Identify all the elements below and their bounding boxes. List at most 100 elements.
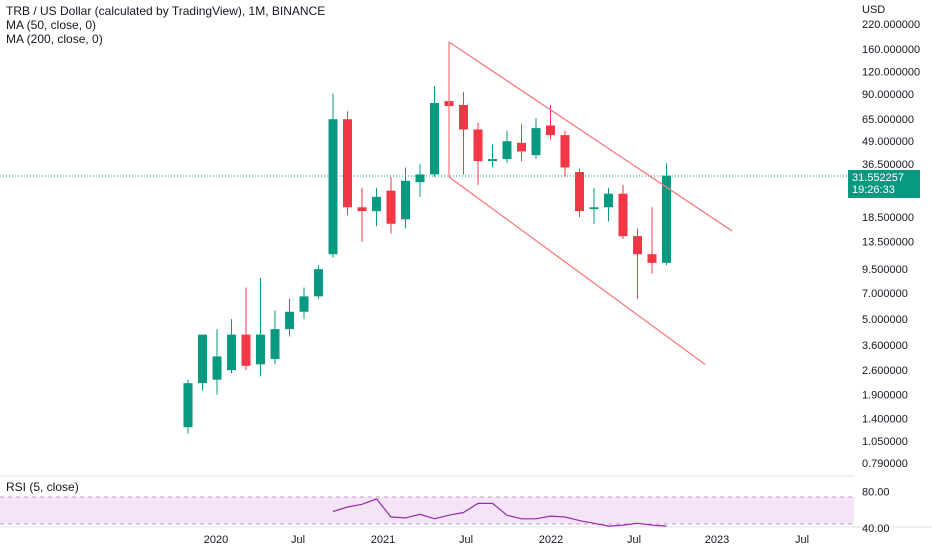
candle-body	[198, 334, 207, 384]
candle	[212, 329, 222, 395]
rsi-layer	[332, 498, 667, 527]
candle-body	[328, 119, 338, 255]
candle-body	[270, 329, 280, 359]
price-tick-label: 2.600000	[862, 365, 908, 377]
rsi-line	[332, 498, 667, 527]
candle-body	[285, 311, 294, 330]
candle-body	[459, 105, 468, 130]
candle-body	[604, 193, 613, 208]
ma50-legend[interactable]: MA (50, close, 0)	[6, 18, 97, 32]
rsi-legend[interactable]: RSI (5, close)	[6, 480, 79, 494]
price-axis[interactable]: USD 220.000000 160.000000 120.000000 90.000…	[862, 4, 920, 470]
candle	[227, 319, 236, 374]
rsi-axis[interactable]: 80.00 40.00	[862, 487, 890, 535]
candle-body	[662, 175, 671, 263]
price-tick-label: 160.000000	[862, 44, 920, 56]
channel-upper-line[interactable]	[448, 41, 733, 232]
candle	[531, 118, 541, 160]
candle	[575, 168, 584, 218]
candle-body	[415, 174, 425, 183]
candle	[285, 298, 294, 337]
time-tick-label: 2023	[705, 534, 729, 546]
candle	[256, 277, 265, 377]
candle	[415, 164, 425, 197]
time-tick-label: Jul	[627, 534, 641, 546]
candle-body	[473, 129, 483, 162]
candle	[314, 265, 323, 299]
price-tick-label: 90.000000	[862, 89, 914, 101]
channel-lower-line[interactable]	[448, 176, 706, 365]
candle-body	[386, 190, 396, 224]
candle-body	[430, 103, 439, 175]
bar-countdown: 19:26:33	[852, 184, 895, 196]
candle-body	[343, 119, 352, 208]
price-tick-label: 49.000000	[862, 136, 914, 148]
price-tick-label: 3.600000	[862, 340, 908, 352]
candle-body	[546, 125, 555, 136]
candle-body	[517, 142, 526, 152]
candle-body	[589, 207, 599, 210]
price-tick-label: 1.400000	[862, 413, 908, 425]
candle-body	[647, 254, 657, 263]
currency-label: USD	[862, 4, 885, 16]
candle	[328, 93, 338, 258]
candle	[488, 144, 497, 168]
time-tick-label: 2021	[371, 534, 395, 546]
candle-body	[575, 172, 584, 212]
candle-body	[372, 196, 381, 212]
price-tick-label: 36.500000	[862, 159, 914, 171]
price-tick-label: 13.500000	[862, 237, 914, 249]
ma200-legend[interactable]: MA (200, close, 0)	[6, 32, 103, 46]
candle-body	[314, 269, 323, 297]
candle	[357, 187, 367, 242]
candle-body	[241, 334, 251, 366]
candle	[662, 163, 671, 266]
price-tick-label: 18.500000	[862, 212, 914, 224]
time-axis[interactable]: 2020 Jul 2021 Jul 2022 Jul 2023 Jul	[204, 534, 809, 546]
candle	[430, 86, 439, 177]
candle-body	[531, 128, 541, 156]
candle	[618, 184, 628, 239]
time-tick-label: 2022	[539, 534, 563, 546]
last-price-tag: 31.552257 19:26:33	[848, 170, 920, 198]
price-tick-label: 0.790000	[862, 458, 908, 470]
candle	[372, 187, 381, 227]
candle-body	[227, 334, 236, 371]
time-tick-label: Jul	[459, 534, 473, 546]
time-tick-label: 2020	[204, 534, 228, 546]
candle-body	[401, 180, 410, 220]
candle-body	[357, 207, 367, 212]
candle	[560, 130, 570, 177]
price-tick-label: 5.000000	[862, 314, 908, 326]
candle	[401, 167, 410, 229]
price-tick-label: 65.000000	[862, 114, 914, 126]
candle	[270, 310, 280, 365]
last-price-value: 31.552257	[852, 172, 904, 184]
candles-layer	[183, 85, 671, 434]
time-tick-label: Jul	[795, 534, 809, 546]
candle	[459, 92, 468, 175]
rsi-tick-label: 40.00	[862, 523, 890, 535]
candle	[386, 176, 396, 234]
candle-body	[633, 236, 642, 255]
price-tick-label: 7.000000	[862, 288, 908, 300]
candle-body	[618, 193, 628, 237]
price-tick-label: 120.000000	[862, 66, 920, 78]
candle	[502, 130, 512, 164]
candle	[604, 187, 613, 222]
rsi-band	[0, 497, 854, 524]
time-tick-label: Jul	[291, 534, 305, 546]
candle	[198, 334, 207, 391]
channel-layer[interactable]	[448, 41, 733, 365]
candle-body	[560, 135, 570, 168]
price-tick-label: 9.500000	[862, 264, 908, 276]
candle	[183, 379, 193, 434]
candle-body	[256, 334, 265, 365]
candle-body	[212, 356, 222, 380]
chart-title[interactable]: TRB / US Dollar (calculated by TradingVi…	[6, 4, 326, 18]
candle	[647, 207, 657, 274]
candle	[241, 287, 251, 371]
price-tick-label: 1.900000	[862, 390, 908, 402]
candle	[517, 124, 526, 162]
